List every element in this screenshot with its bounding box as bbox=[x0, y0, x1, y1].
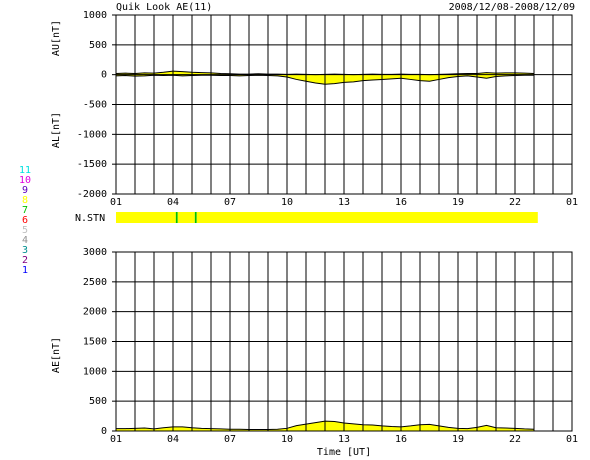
station-legend-label: 6 bbox=[22, 215, 28, 226]
y-tick-label: 2500 bbox=[83, 277, 107, 288]
station-segment bbox=[177, 212, 195, 223]
y-axis-label: AL[nT] bbox=[51, 112, 62, 148]
y-axis-label: AU[nT] bbox=[51, 20, 62, 56]
station-legend-label: 10 bbox=[19, 175, 31, 186]
x-tick-label: 16 bbox=[395, 434, 407, 445]
y-tick-label: -1000 bbox=[77, 129, 107, 140]
x-tick-label: 01 bbox=[110, 434, 122, 445]
station-legend-label: 11 bbox=[19, 165, 31, 176]
station-segment bbox=[116, 212, 176, 223]
station-legend-label: 1 bbox=[22, 265, 28, 276]
x-tick-label: 10 bbox=[281, 434, 293, 445]
x-tick-label: 10 bbox=[281, 197, 293, 208]
x-axis-label: Time [UT] bbox=[317, 447, 371, 458]
y-tick-label: 1500 bbox=[83, 337, 107, 348]
x-tick-label: 16 bbox=[395, 197, 407, 208]
y-tick-label: 1000 bbox=[83, 10, 107, 21]
plot-frame bbox=[115, 14, 573, 195]
y-axis-label: AE[nT] bbox=[51, 337, 62, 373]
chart-title: Quik Look AE(11) bbox=[116, 2, 212, 13]
station-legend-label: 3 bbox=[22, 245, 28, 256]
series-line bbox=[115, 74, 534, 85]
station-legend-label: 8 bbox=[22, 195, 28, 206]
y-tick-label: -1500 bbox=[77, 159, 107, 170]
x-tick-label: 07 bbox=[224, 197, 236, 208]
series-line bbox=[115, 70, 535, 76]
x-tick-label: 01 bbox=[110, 197, 122, 208]
y-tick-label: 500 bbox=[89, 396, 107, 407]
y-tick-label: 2000 bbox=[83, 307, 107, 318]
x-tick-label: 04 bbox=[167, 434, 179, 445]
station-legend-label: 5 bbox=[22, 225, 28, 236]
x-tick-label: 04 bbox=[167, 197, 179, 208]
station-segment bbox=[175, 212, 178, 223]
station-legend-label: 4 bbox=[22, 235, 28, 246]
chart-subtitle: 2008/12/08-2008/12/09 bbox=[449, 2, 575, 13]
x-tick-label: 01 bbox=[566, 434, 578, 445]
plot-frame bbox=[115, 251, 573, 432]
y-tick-label: 0 bbox=[101, 426, 107, 437]
x-tick-label: 22 bbox=[509, 434, 521, 445]
y-tick-label: 500 bbox=[89, 40, 107, 51]
y-tick-label: 0 bbox=[101, 70, 107, 81]
y-tick-label: -500 bbox=[83, 100, 107, 111]
station-bar-label: N.STN bbox=[75, 213, 105, 224]
station-segment bbox=[196, 212, 538, 223]
station-segment bbox=[194, 212, 197, 223]
station-legend-label: 7 bbox=[22, 205, 28, 216]
x-tick-label: 19 bbox=[452, 434, 464, 445]
x-tick-label: 13 bbox=[338, 197, 350, 208]
station-legend-label: 9 bbox=[22, 185, 28, 196]
x-tick-label: 19 bbox=[452, 197, 464, 208]
x-tick-label: 07 bbox=[224, 434, 236, 445]
x-tick-label: 01 bbox=[566, 197, 578, 208]
series-line bbox=[116, 420, 535, 431]
x-tick-label: 13 bbox=[338, 434, 350, 445]
y-tick-label: -2000 bbox=[77, 189, 107, 200]
y-tick-label: 1000 bbox=[83, 366, 107, 377]
y-tick-label: 3000 bbox=[83, 247, 107, 258]
x-tick-label: 22 bbox=[509, 197, 521, 208]
station-legend-label: 2 bbox=[22, 255, 28, 266]
